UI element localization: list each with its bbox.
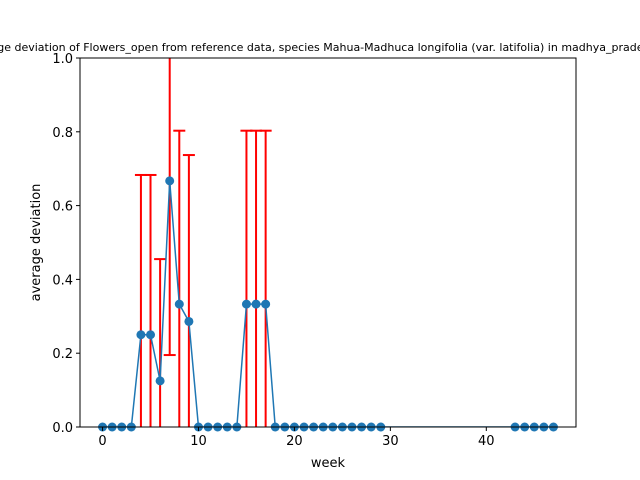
x-tick-label: 20 (286, 434, 303, 449)
data-point (146, 330, 156, 340)
errorbar-layer (134, 58, 272, 427)
y-tick-label: 0.0 (52, 421, 73, 436)
chart-title: Average deviation of Flowers_open from r… (0, 41, 640, 54)
y-axis-label: average deviation (29, 184, 44, 302)
data-point (261, 299, 271, 309)
y-axis-ticks: 0.0 0.2 0.4 0.6 0.8 1.0 (52, 52, 80, 436)
y-tick-label: 0.4 (52, 273, 73, 288)
data-point (174, 299, 184, 309)
data-point (136, 330, 146, 340)
x-axis-ticks: 0 10 20 30 40 (98, 427, 495, 449)
x-tick-label: 40 (478, 434, 495, 449)
data-point (241, 299, 251, 309)
y-tick-label: 0.8 (52, 126, 73, 141)
x-axis-label: week (311, 456, 346, 471)
y-tick-label: 0.2 (52, 347, 73, 362)
x-tick-label: 0 (98, 434, 106, 449)
x-tick-label: 30 (382, 434, 399, 449)
plot-frame (79, 57, 577, 428)
data-point (155, 376, 165, 386)
data-point (251, 299, 261, 309)
x-tick-label: 10 (190, 434, 207, 449)
y-tick-label: 1.0 (52, 52, 73, 67)
y-tick-label: 0.6 (52, 200, 73, 215)
data-point (165, 176, 175, 186)
data-point (184, 316, 194, 326)
